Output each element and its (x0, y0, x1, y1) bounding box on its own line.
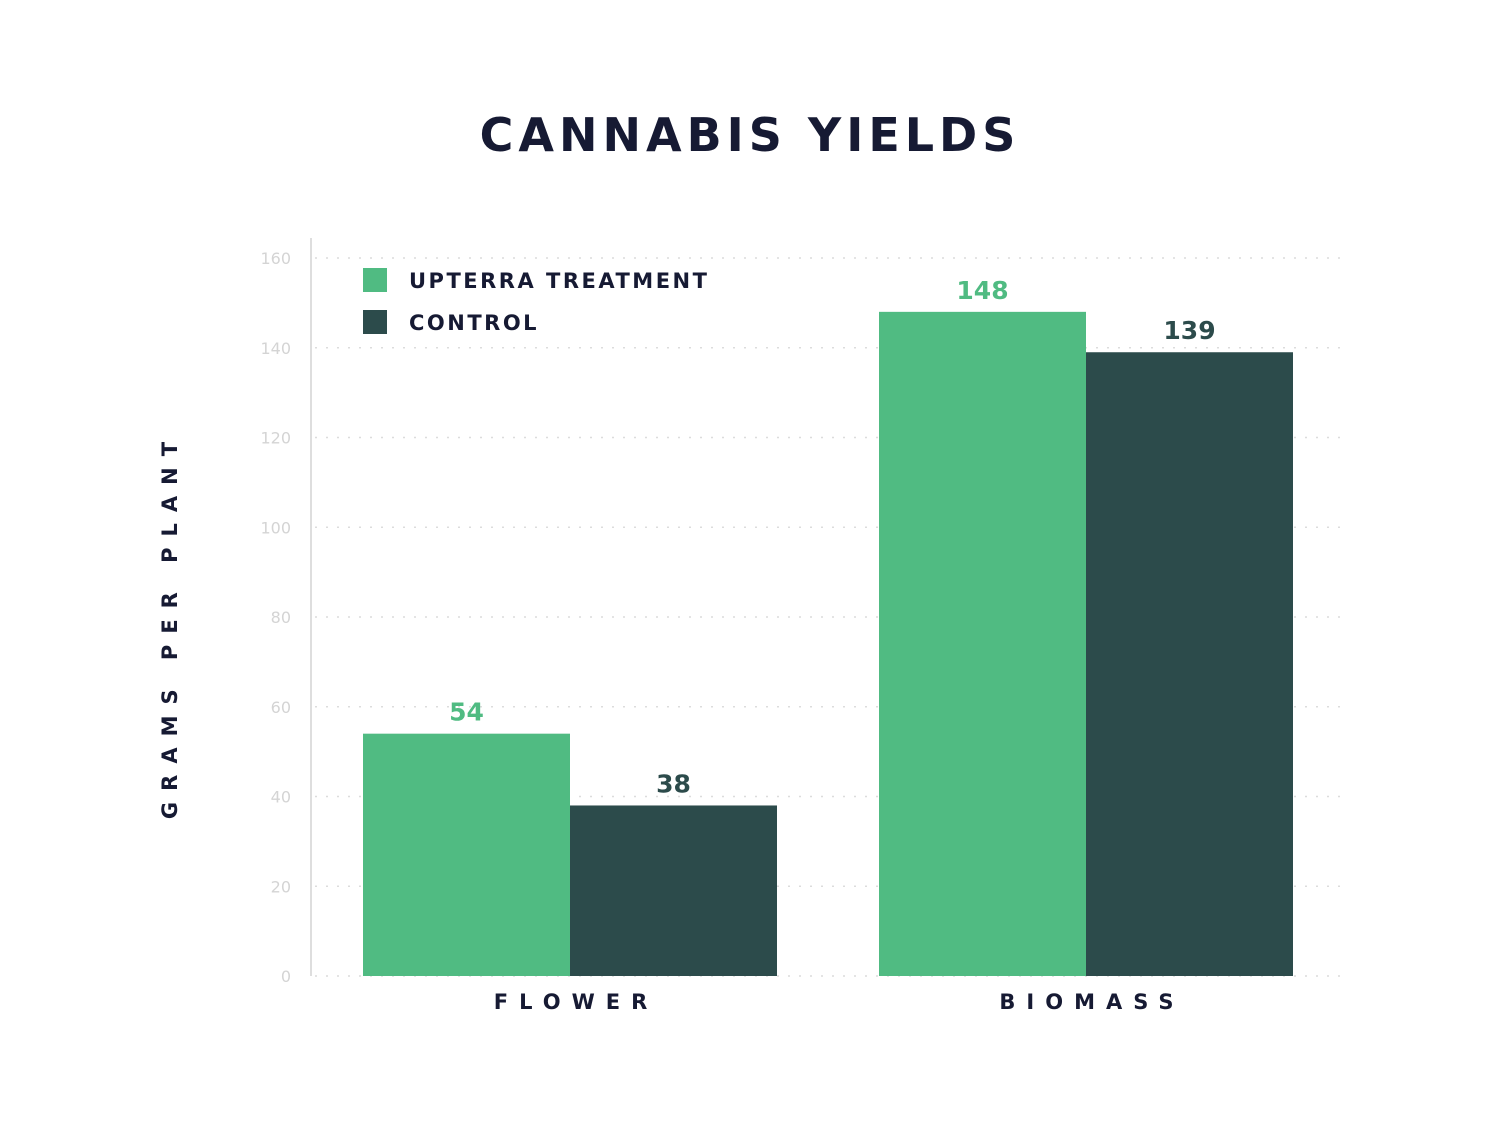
y-tick-label: 0 (281, 967, 291, 986)
bars (363, 311, 1293, 977)
y-tick-label: 140 (260, 339, 291, 358)
y-tick-label: 100 (260, 518, 291, 537)
bar (570, 805, 777, 976)
x-axis-categories: FLOWER BIOMASS (494, 990, 1184, 1014)
y-tick-label: 160 (260, 249, 291, 268)
data-label: 139 (1163, 316, 1215, 345)
legend-swatch (363, 310, 387, 334)
x-category-label: BIOMASS (999, 990, 1184, 1014)
x-category-label: FLOWER (494, 990, 659, 1014)
bar (1086, 352, 1293, 976)
legend-swatch (363, 268, 387, 292)
legend: UPTERRA TREATMENT CONTROL (363, 268, 709, 335)
data-labels: 54 38 148 139 (449, 276, 1215, 799)
y-tick-label: 40 (271, 788, 291, 807)
y-tick-label: 20 (271, 877, 291, 896)
y-axis-label: GRAMS PER PLANT (158, 431, 182, 819)
legend-label: CONTROL (409, 311, 539, 335)
bar (363, 733, 570, 976)
y-tick-label: 80 (271, 608, 291, 627)
chart-title: CANNABIS YIELDS (480, 108, 1021, 162)
data-label: 54 (449, 698, 484, 727)
y-axis-ticks: 0 20 40 60 80 100 120 140 160 (260, 249, 291, 986)
y-tick-label: 60 (271, 698, 291, 717)
y-tick-label: 120 (260, 429, 291, 448)
data-label: 38 (656, 769, 691, 798)
data-label: 148 (956, 276, 1008, 305)
legend-label: UPTERRA TREATMENT (409, 269, 709, 293)
bar (879, 311, 1086, 977)
